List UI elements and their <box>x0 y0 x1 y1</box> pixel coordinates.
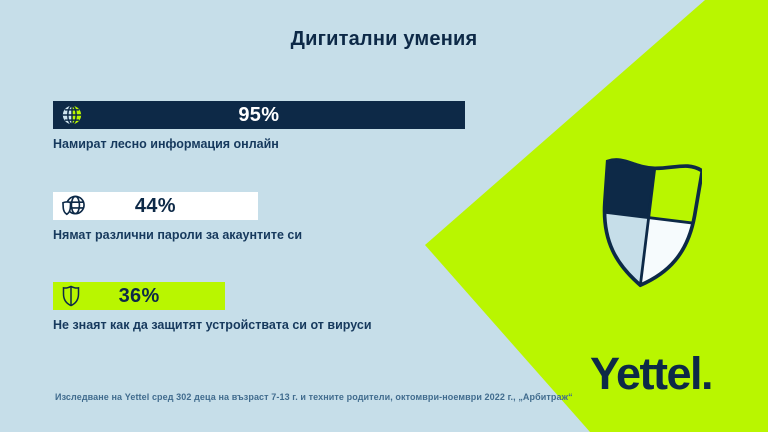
yettel-wordmark: Yettel. <box>590 348 714 399</box>
chart-row-passwords: 44% Нямат различни пароли за акаунтите с… <box>53 192 302 242</box>
chart-row-online-info: 95% Намират лесно информация онлайн <box>53 101 465 151</box>
bar-label: Намират лесно информация онлайн <box>53 137 279 151</box>
chart-row-viruses: 36% Не знаят как да защитят устройствата… <box>53 282 372 332</box>
bar-online-info: 95% <box>53 101 465 129</box>
bar-value: 36% <box>118 284 160 307</box>
bar-viruses: 36% <box>53 282 226 310</box>
bar-label: Нямат различни пароли за акаунтите си <box>53 228 303 242</box>
quartered-shield-icon <box>593 156 705 295</box>
bar-value: 44% <box>134 194 176 217</box>
bar-value: 95% <box>238 103 280 126</box>
globe-icon <box>61 104 83 126</box>
page-title: Дигитални умения <box>290 28 478 50</box>
source-note: Изследване на Yettel сред 302 деца на въ… <box>55 392 573 402</box>
globe-shield-icon <box>61 195 86 218</box>
bar-label: Не знаят как да защитят устройствата си … <box>53 318 372 332</box>
bar-passwords: 44% <box>53 192 258 220</box>
shield-outline-icon <box>61 285 81 308</box>
